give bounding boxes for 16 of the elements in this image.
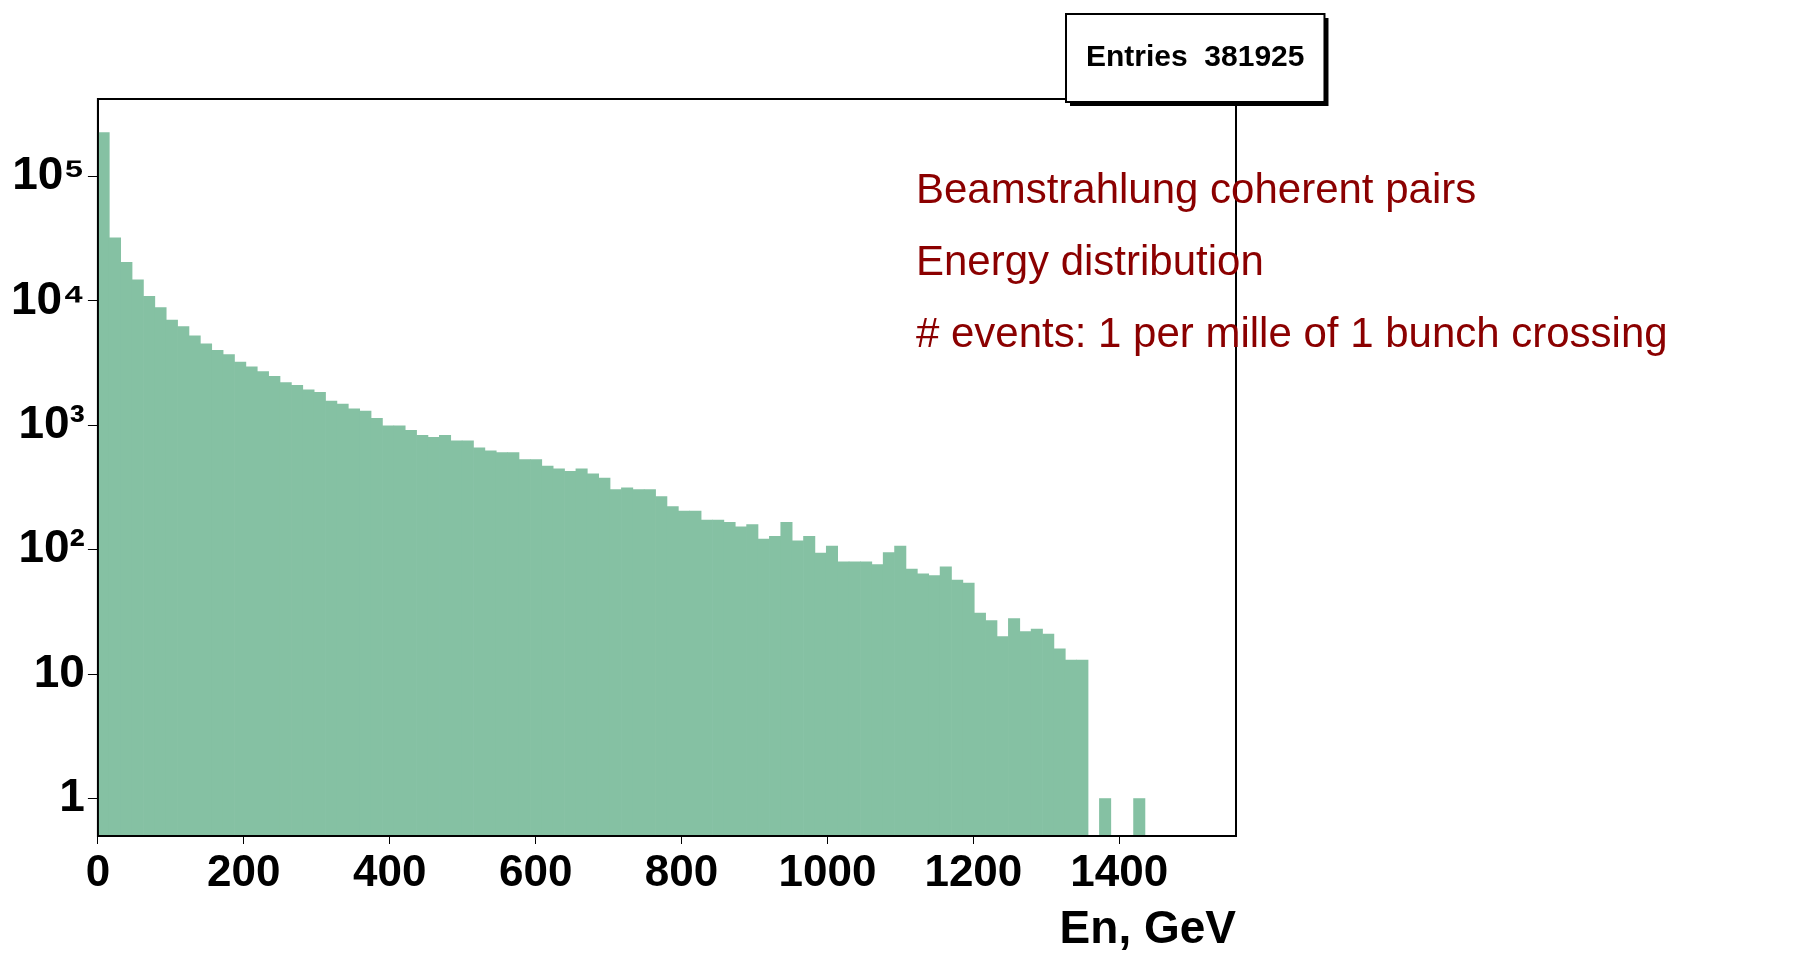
x-tick-label: 800 [644,845,719,895]
x-tick-label: 400 [353,845,427,895]
y-tick-label: 10 [33,644,85,697]
y-tick-label: 10⁵ [12,147,85,200]
y-tick-label: 10² [18,520,85,573]
x-tick-label: 0 [85,845,111,895]
y-tick-label: 1 [59,769,85,822]
x-tick-label: 1200 [924,845,1023,895]
x-tick-label: 1400 [1070,845,1169,895]
y-tick-label: 10³ [18,396,85,449]
text: Entries 381925 [1086,39,1305,73]
x-axis-title: En, GeV [1059,901,1237,954]
x-tick-label: 600 [498,845,573,895]
x-tick-label: 200 [207,845,281,895]
y-tick-label: 10⁴ [11,271,85,324]
x-tick-label: 1000 [778,845,877,895]
